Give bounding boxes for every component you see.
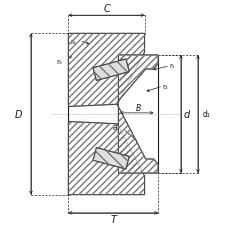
Text: r₁: r₁ xyxy=(168,63,174,69)
Polygon shape xyxy=(117,103,158,173)
Text: B: B xyxy=(136,103,141,112)
Polygon shape xyxy=(93,60,129,81)
Text: T: T xyxy=(110,214,116,224)
Text: D: D xyxy=(15,109,22,120)
Text: r₂: r₂ xyxy=(161,83,167,90)
Text: C: C xyxy=(103,4,109,14)
Text: r₃: r₃ xyxy=(56,58,62,64)
Text: d₁: d₁ xyxy=(202,110,209,119)
Polygon shape xyxy=(68,122,144,195)
Polygon shape xyxy=(117,56,158,105)
Text: d: d xyxy=(183,109,189,120)
Text: r₄: r₄ xyxy=(71,39,76,45)
Polygon shape xyxy=(93,148,129,169)
Polygon shape xyxy=(68,34,144,107)
Text: a: a xyxy=(113,123,117,131)
